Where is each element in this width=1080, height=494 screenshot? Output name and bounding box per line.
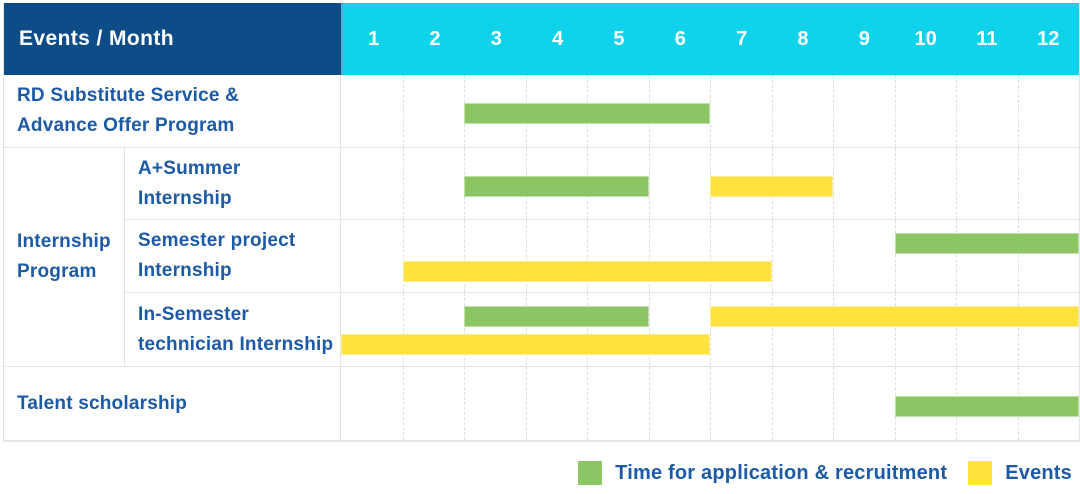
legend-label-recruitment: Time for application & recruitment xyxy=(615,461,948,484)
row-label-text: A+Summer Internship xyxy=(138,157,241,209)
month-label: 7 xyxy=(736,27,748,50)
gantt-table: Events / Month 1 2 3 4 5 6 7 8 9 10 11 12 RD Substi… xyxy=(3,3,1080,442)
events-month-header: Events / Month xyxy=(4,3,341,75)
month-gridline xyxy=(833,75,834,147)
month-gridline xyxy=(833,220,834,292)
chart-row-talent-scholarship xyxy=(341,367,1079,441)
month-label: 9 xyxy=(858,27,870,50)
month-gridline xyxy=(771,367,773,440)
month-label: 1 xyxy=(368,27,380,50)
month-gridline xyxy=(894,293,896,366)
month-gridline xyxy=(402,220,404,292)
events-month-header-text: Events / Month xyxy=(19,27,174,50)
month-gridline xyxy=(710,75,711,147)
month-label: 5 xyxy=(613,27,625,50)
month-gridline xyxy=(771,75,773,147)
month-gridline xyxy=(464,367,465,440)
legend-label-events: Events xyxy=(1005,461,1072,484)
month-label: 10 xyxy=(914,27,937,50)
month-gridline xyxy=(894,220,896,292)
chart-row-in-semester-technician-internship xyxy=(341,293,1079,367)
month-gridline xyxy=(587,293,588,366)
month-gridline xyxy=(771,220,773,292)
row-label-text: Semester project Internship xyxy=(138,230,296,281)
row-label-talent-scholarship: Talent scholarship xyxy=(4,367,341,441)
month-gridline xyxy=(833,293,834,366)
chart-row-a-summer-internship xyxy=(341,148,1079,220)
row-label-text: Talent scholarship xyxy=(17,392,188,414)
month-gridline xyxy=(710,367,711,440)
month-gridline xyxy=(525,293,527,366)
month-gridline xyxy=(1017,148,1019,219)
row-label-text: In-Semester technician Internship xyxy=(138,303,334,355)
month-gridline xyxy=(587,367,588,440)
month-label: 11 xyxy=(976,27,998,50)
month-gridline xyxy=(1017,293,1019,366)
month-gridline xyxy=(587,220,588,292)
month-label: 2 xyxy=(429,27,441,50)
row-label-a-summer-internship: A+Summer Internship xyxy=(125,148,341,220)
event-bar xyxy=(710,175,833,197)
months-header: 1 2 3 4 5 6 7 8 9 10 11 12 xyxy=(341,3,1079,75)
month-label: 12 xyxy=(1037,27,1060,50)
event-swatch-icon xyxy=(968,461,993,485)
month-gridline xyxy=(525,220,527,292)
month-gridline xyxy=(464,220,465,292)
month-gridline xyxy=(894,148,896,219)
legend-item-recruitment: Time for application & recruitment xyxy=(578,461,947,485)
legend-item-events: Events xyxy=(968,461,1072,485)
group-label-text: Internship Program xyxy=(17,231,111,282)
row-label-text: RD Substitute Service & Advance Offer Pr… xyxy=(17,85,240,136)
month-gridline xyxy=(648,293,650,366)
month-gridline xyxy=(956,293,957,366)
recruitment-bar xyxy=(894,233,1079,254)
month-gridline xyxy=(648,367,650,440)
recruitment-swatch-icon xyxy=(578,461,603,485)
row-label-rd-substitute: RD Substitute Service & Advance Offer Pr… xyxy=(4,75,341,148)
month-gridline xyxy=(771,293,773,366)
month-gridline xyxy=(833,367,834,440)
row-label-in-semester-technician-internship: In-Semester technician Internship xyxy=(125,293,341,367)
recruitment-bar xyxy=(464,103,710,124)
month-gridline xyxy=(894,75,896,147)
month-gridline xyxy=(402,75,404,147)
month-gridline xyxy=(710,293,711,366)
month-gridline xyxy=(956,75,957,147)
month-gridline xyxy=(464,293,465,366)
month-label: 3 xyxy=(490,27,502,50)
month-gridline xyxy=(1017,75,1019,147)
legend: Time for application & recruitment Event… xyxy=(578,461,1072,485)
month-label: 6 xyxy=(674,27,686,50)
month-gridline xyxy=(648,220,650,292)
month-label: 8 xyxy=(797,27,809,50)
recruitment-bar xyxy=(894,395,1079,417)
chart-row-semester-project-internship xyxy=(341,220,1079,293)
month-gridline xyxy=(956,148,957,219)
recruitment-bar xyxy=(464,175,649,197)
month-gridline xyxy=(956,220,957,292)
event-bar xyxy=(710,306,1079,327)
month-gridline xyxy=(648,148,650,219)
event-bar xyxy=(402,261,772,282)
month-gridline xyxy=(402,367,404,440)
chart-row-rd-substitute xyxy=(341,75,1079,148)
month-gridline xyxy=(833,148,834,219)
month-gridline xyxy=(402,148,404,219)
row-label-semester-project-internship: Semester project Internship xyxy=(125,220,341,293)
group-label-internship-program: Internship Program xyxy=(4,148,125,367)
month-gridline xyxy=(402,293,404,366)
month-gridline xyxy=(1017,220,1019,292)
recruitment-bar xyxy=(464,306,649,327)
month-gridline xyxy=(525,367,527,440)
month-label: 4 xyxy=(552,27,564,50)
event-bar xyxy=(341,334,710,355)
month-gridline xyxy=(710,220,711,292)
